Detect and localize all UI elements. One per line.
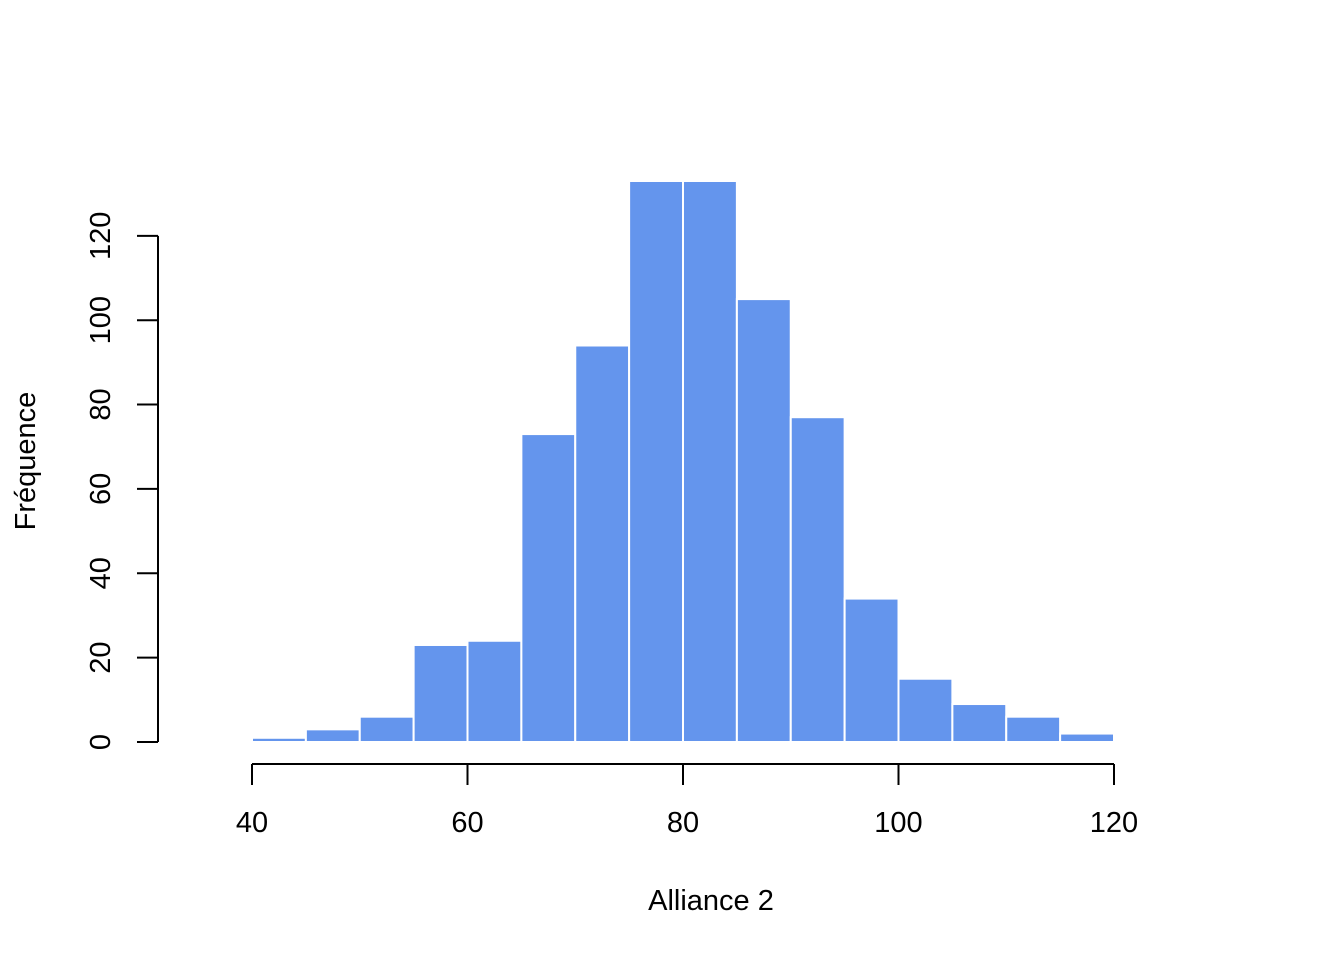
histogram-bar-55-60 (412, 643, 469, 744)
histogram-bar-110-115 (1005, 715, 1062, 743)
histogram-bar-70-75 (574, 344, 631, 743)
x-tick-label-60: 60 (451, 807, 483, 839)
y-tick-label-120: 120 (85, 212, 117, 260)
x-axis-title: Alliance 2 (648, 885, 774, 917)
y-axis-title: Fréquence (10, 392, 42, 531)
x-tick-label-100: 100 (874, 807, 922, 839)
y-tick-label-0: 0 (85, 734, 117, 750)
y-tick-label-100: 100 (85, 296, 117, 344)
y-tick-label-60: 60 (85, 473, 117, 505)
histogram-bar-75-80 (628, 180, 684, 743)
histogram-bar-80-85 (682, 180, 738, 743)
y-tick-label-40: 40 (85, 557, 117, 589)
histogram-bar-115-120 (1059, 732, 1115, 743)
y-axis: 0 20 40 60 80 100 120 (85, 212, 159, 750)
bars-group (251, 180, 1115, 744)
histogram-bar-40-45 (251, 736, 307, 744)
histogram-bar-50-55 (358, 715, 415, 743)
histogram-bar-85-90 (735, 298, 792, 743)
histogram-bar-60-65 (466, 639, 523, 743)
y-tick-label-80: 80 (85, 388, 117, 420)
histogram-bar-90-95 (789, 416, 846, 743)
x-axis: 40 60 80 100 120 (236, 763, 1138, 839)
histogram-bar-95-100 (843, 597, 900, 744)
histogram-bar-45-50 (304, 728, 361, 744)
x-tick-label-120: 120 (1090, 807, 1138, 839)
y-tick-label-20: 20 (85, 642, 117, 674)
histogram-bar-100-105 (897, 677, 954, 743)
histogram-bar-65-70 (520, 433, 577, 743)
histogram-bar-105-110 (951, 703, 1008, 744)
x-tick-label-80: 80 (667, 807, 699, 839)
x-tick-label-40: 40 (236, 807, 268, 839)
